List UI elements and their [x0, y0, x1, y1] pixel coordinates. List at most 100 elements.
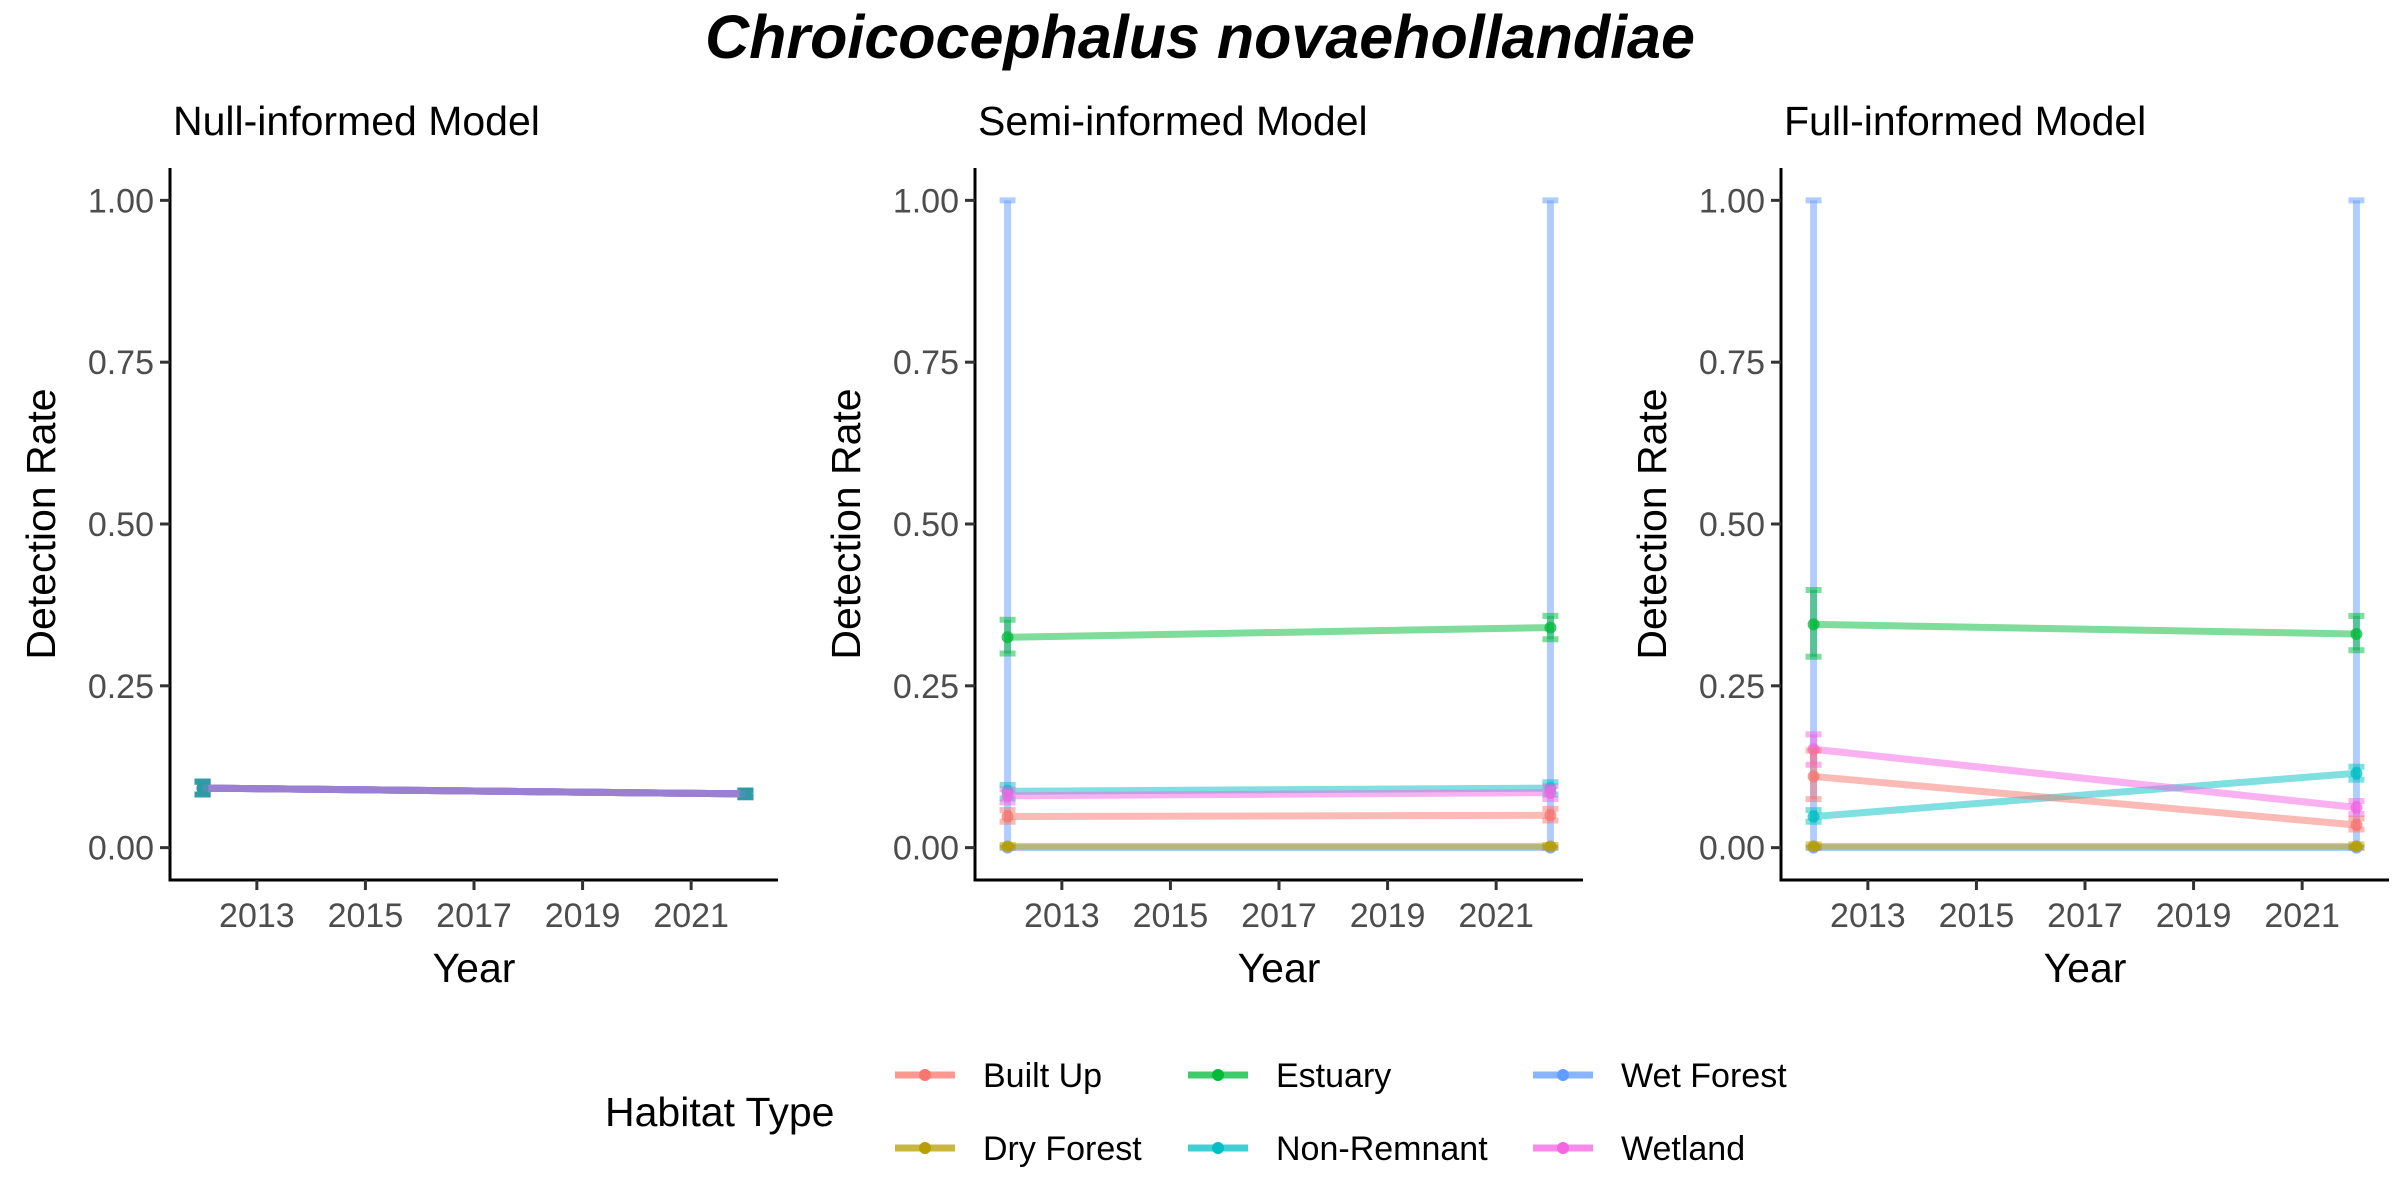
legend-label: Wetland: [1621, 1130, 1745, 1168]
legend-key-point: [1212, 1142, 1224, 1154]
series-line: [1813, 745, 2357, 811]
data-point: [739, 787, 752, 800]
figure-title: Chroicocephalus novaehollandiae: [705, 3, 1695, 71]
series-line: [1813, 620, 2357, 638]
x-tick-label: 2019: [1350, 897, 1426, 935]
panel-title: Null-informed Model: [173, 98, 540, 144]
data-point: [1544, 621, 1557, 634]
data-point: [2350, 801, 2363, 814]
legend-item-wetland: Wetland: [1533, 1130, 1745, 1168]
x-axis-label: Year: [1238, 945, 1321, 991]
data-point: [1544, 786, 1557, 799]
y-tick-label: 0.75: [88, 344, 154, 382]
data-point: [1001, 631, 1014, 644]
data-point: [1001, 789, 1014, 802]
panel-title: Full-informed Model: [1784, 98, 2146, 144]
data-point: [2350, 628, 2363, 641]
legend: Habitat Type Built Up Dry Forest Estuary No…: [605, 1057, 1787, 1168]
data-point: [196, 782, 209, 795]
legend-key-point: [919, 1069, 931, 1081]
x-axis-label: Year: [2044, 945, 2127, 991]
series-wetland: [999, 783, 1559, 806]
x-axis-label: Year: [433, 945, 516, 991]
legend-item-wet-forest: Wet Forest: [1533, 1057, 1787, 1095]
y-tick-label: 0.75: [893, 344, 959, 382]
panel-semi-informed: Semi-informed Model Detection Rate Year 0.0…: [823, 98, 1583, 991]
data-point: [2350, 818, 2363, 831]
y-tick-label: 0.00: [893, 830, 959, 868]
y-tick-label: 0.25: [88, 668, 154, 706]
y-tick-label: 1.00: [88, 182, 154, 220]
legend-item-non-remnant: Non-Remnant: [1188, 1130, 1488, 1168]
y-tick-label: 0.25: [893, 668, 959, 706]
series-line: [1007, 784, 1551, 795]
y-axis-label: Detection Rate: [823, 388, 869, 659]
x-tick-label: 2019: [545, 897, 621, 935]
data-point: [1544, 809, 1557, 822]
series-line: [1813, 772, 2357, 829]
x-tick-label: 2021: [1458, 897, 1534, 935]
x-tick-label: 2013: [219, 897, 295, 935]
data-point: [2350, 767, 2363, 780]
legend-key-point: [1557, 1069, 1569, 1081]
legend-label: Built Up: [983, 1057, 1102, 1095]
legend-item-dry-forest: Dry Forest: [895, 1130, 1142, 1168]
series-line: [1007, 811, 1551, 821]
series-dry-forest: [1805, 840, 2365, 853]
y-tick-label: 0.50: [1699, 506, 1765, 544]
y-tick-label: 0.75: [1699, 344, 1765, 382]
series-wet-forest: [194, 778, 754, 801]
series-built-up: [1805, 747, 2365, 833]
y-axis-label: Detection Rate: [1629, 388, 1675, 659]
series-built-up: [999, 805, 1559, 825]
data-point: [1001, 810, 1014, 823]
x-tick-label: 2021: [2264, 897, 2340, 935]
series-wet-forest: [999, 197, 1559, 854]
x-tick-label: 2017: [2047, 897, 2123, 935]
legend-key-point: [1212, 1069, 1224, 1081]
x-tick-label: 2019: [2156, 897, 2232, 935]
series-estuary: [999, 612, 1559, 657]
legend-items: Built Up Dry Forest Estuary Non-Remnant Wet …: [895, 1057, 1787, 1168]
series-line: [1007, 624, 1551, 641]
series-line: [202, 784, 746, 798]
y-tick-label: 1.00: [1699, 182, 1765, 220]
legend-item-estuary: Estuary: [1188, 1057, 1391, 1095]
x-tick-label: 2017: [1241, 897, 1317, 935]
legend-key-point: [1557, 1142, 1569, 1154]
data-point: [1001, 840, 1014, 853]
series-estuary: [1805, 587, 2365, 660]
legend-label: Wet Forest: [1621, 1057, 1787, 1095]
series-dry-forest: [999, 840, 1559, 853]
legend-label: Estuary: [1276, 1057, 1391, 1095]
data-point: [1807, 618, 1820, 631]
x-tick-label: 2013: [1830, 897, 1906, 935]
y-tick-label: 0.25: [1699, 668, 1765, 706]
x-tick-label: 2015: [1939, 897, 2015, 935]
data-point: [2350, 840, 2363, 853]
x-tick-label: 2013: [1024, 897, 1100, 935]
legend-label: Non-Remnant: [1276, 1130, 1488, 1168]
data-point: [1807, 810, 1820, 823]
legend-item-built-up: Built Up: [895, 1057, 1102, 1095]
panel-title: Semi-informed Model: [978, 98, 1368, 144]
series-line: [1813, 769, 2357, 821]
legend-key-point: [919, 1142, 931, 1154]
y-tick-label: 0.00: [88, 830, 154, 868]
x-tick-label: 2015: [328, 897, 404, 935]
data-point: [1807, 840, 1820, 853]
y-tick-label: 0.00: [1699, 830, 1765, 868]
panel-full-informed: Full-informed Model Detection Rate Year 0.0…: [1629, 98, 2389, 991]
y-axis-label: Detection Rate: [18, 388, 64, 659]
y-tick-label: 0.50: [893, 506, 959, 544]
legend-title: Habitat Type: [605, 1089, 834, 1135]
data-point: [1544, 840, 1557, 853]
panel-null-informed: Null-informed Model Detection Rate Year 0.0…: [18, 98, 778, 991]
x-tick-label: 2021: [653, 897, 729, 935]
legend-label: Dry Forest: [983, 1130, 1142, 1168]
y-tick-label: 1.00: [893, 182, 959, 220]
series-non-remnant: [1805, 763, 2365, 825]
series-line: [1007, 789, 1551, 800]
x-tick-label: 2017: [436, 897, 512, 935]
